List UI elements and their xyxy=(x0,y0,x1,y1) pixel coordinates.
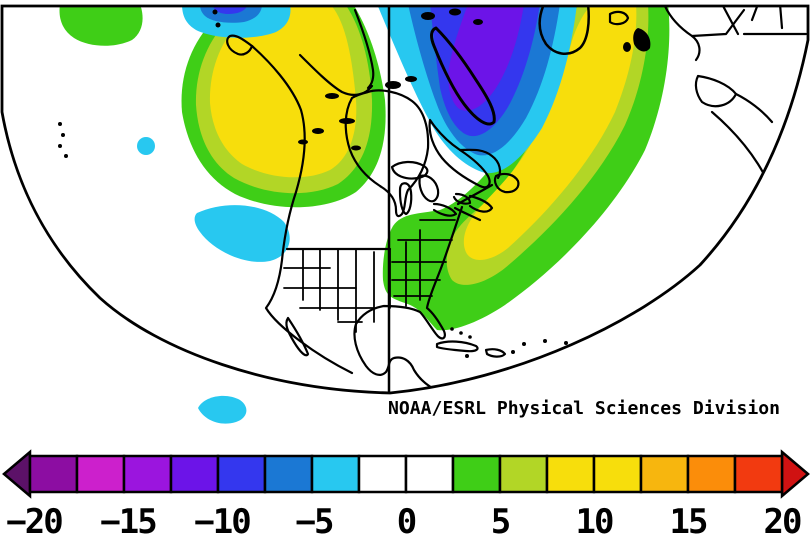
anomaly-arctic-top-low xyxy=(182,6,291,38)
tick-label: −10 xyxy=(194,502,250,542)
tick-label: −15 xyxy=(100,502,156,542)
tick-label: 15 xyxy=(670,502,707,542)
tick-label: −5 xyxy=(296,502,333,542)
anomaly-atlantic-seaboard-high xyxy=(382,6,670,331)
map-interior xyxy=(58,6,808,392)
anomaly-arctic-green-patch xyxy=(59,6,143,46)
tick-label: −20 xyxy=(6,502,62,542)
map-boundary xyxy=(0,4,810,395)
anomaly-northwest-canada-high xyxy=(181,6,386,208)
colorbar-cells xyxy=(28,454,784,494)
anomaly-south-edge-low xyxy=(198,395,247,424)
anomaly-pacific-small-low xyxy=(137,137,155,155)
tick-label: 10 xyxy=(576,502,613,542)
attribution-text: NOAA/ESRL Physical Sciences Division xyxy=(388,399,780,419)
islands-and-lakes xyxy=(58,8,651,358)
colorbar-tick-labels: −20 −15 −10 −5 0 5 10 15 20 xyxy=(6,502,803,542)
anomaly-pacific-northwest-low xyxy=(194,205,290,262)
anomaly-northeast-canada-low xyxy=(377,6,577,174)
tick-label: 20 xyxy=(764,502,801,542)
tick-label: 5 xyxy=(491,502,510,542)
coastlines xyxy=(226,6,808,392)
tick-label: 0 xyxy=(397,502,416,542)
colorbar-right-arrow xyxy=(780,449,810,499)
colorbar-left-arrow xyxy=(2,449,32,499)
colorbar: −20 −15 −10 −5 0 5 10 15 20 xyxy=(2,449,810,542)
